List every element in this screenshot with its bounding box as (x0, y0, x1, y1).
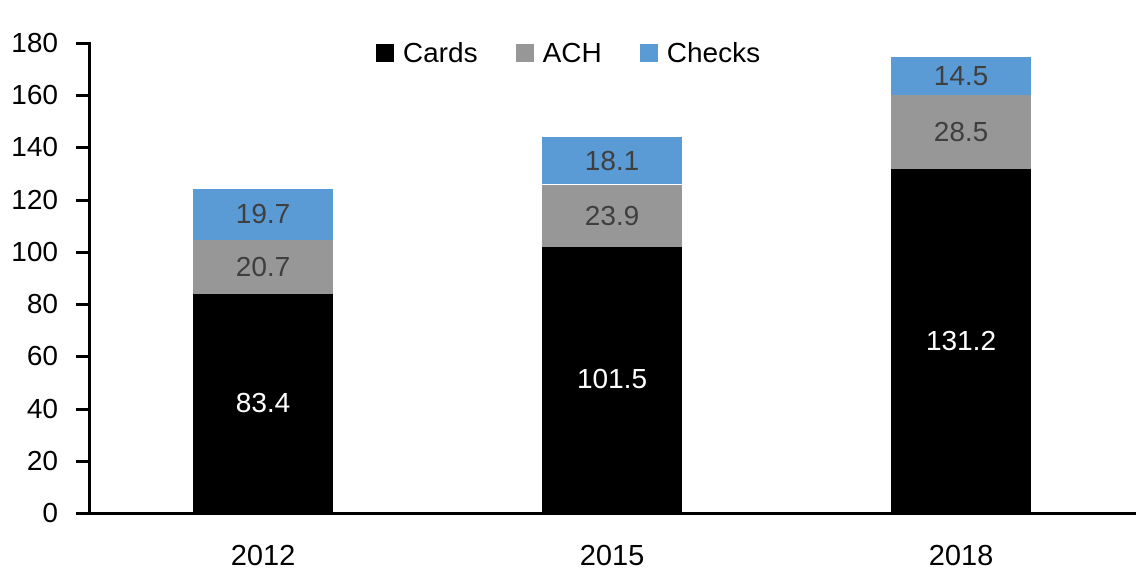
bar-value-label-2015-checks: 18.1 (584, 145, 640, 176)
bar-value-label-2015-cards: 101.5 (576, 363, 648, 394)
y-axis-tick-label: 40 (26, 393, 58, 424)
y-axis-tick (76, 146, 88, 149)
bar-segment-2012-ach (193, 240, 333, 294)
y-axis-tick (76, 355, 88, 358)
y-axis-tick (76, 42, 88, 45)
bar-value-label-2012-cards: 83.4 (235, 387, 291, 418)
y-axis-tick-label: 80 (26, 288, 58, 319)
legend-label-cards: Cards (402, 37, 478, 68)
bar-value-label-2018-cards: 131.2 (925, 325, 997, 356)
bar-value-label-2015-ach: 23.9 (584, 200, 640, 231)
bar-segment-2012-checks (193, 189, 333, 240)
bar-value-label-2018-ach: 28.5 (933, 116, 989, 147)
bar-value-label-2018-checks: 14.5 (933, 60, 989, 91)
bar-segment-2015-cards (542, 247, 682, 512)
legend-swatch-cards (375, 44, 394, 62)
bar-value-label-2012-checks: 19.7 (235, 198, 291, 229)
legend-label-checks: Checks (666, 37, 761, 68)
x-axis-label-2012: 2012 (230, 540, 296, 572)
x-axis-label-2018: 2018 (928, 540, 994, 572)
y-axis-tick-label: 60 (26, 340, 58, 371)
bar-segment-2015-checks (542, 137, 682, 184)
legend-item-checks: Checks (639, 37, 761, 69)
y-axis-tick (76, 512, 88, 515)
y-axis-tick-label: 120 (11, 184, 58, 215)
y-axis-tick-label: 20 (26, 445, 58, 476)
y-axis-tick (76, 460, 88, 463)
y-axis-tick-label: 160 (11, 79, 58, 110)
y-axis-tick-label: 100 (11, 236, 58, 267)
chart-legend: Cards ACH Checks (0, 36, 1136, 70)
x-axis-line (76, 512, 1136, 515)
bar-segment-2015-ach (542, 185, 682, 247)
y-axis-tick (76, 251, 88, 254)
bar-segment-2012-cards (193, 294, 333, 512)
legend-swatch-ach (515, 44, 534, 62)
bar-segment-2018-cards (891, 169, 1031, 512)
bar-segment-2018-checks (891, 57, 1031, 95)
legend-item-ach: ACH (515, 37, 602, 69)
y-axis-tick (76, 303, 88, 306)
y-axis-tick (76, 94, 88, 97)
y-axis-tick-label: 180 (11, 27, 58, 58)
legend-item-cards: Cards (375, 37, 478, 69)
legend-label-ach: ACH (542, 37, 602, 68)
legend-swatch-checks (639, 44, 658, 62)
y-axis-tick-label: 0 (42, 497, 58, 528)
bar-value-label-2012-ach: 20.7 (235, 251, 291, 282)
y-axis-line (88, 42, 91, 515)
x-axis-label-2015: 2015 (579, 540, 645, 572)
y-axis-tick (76, 199, 88, 202)
bar-segment-2018-ach (891, 95, 1031, 169)
y-axis-tick-label: 140 (11, 131, 58, 162)
y-axis-tick (76, 408, 88, 411)
